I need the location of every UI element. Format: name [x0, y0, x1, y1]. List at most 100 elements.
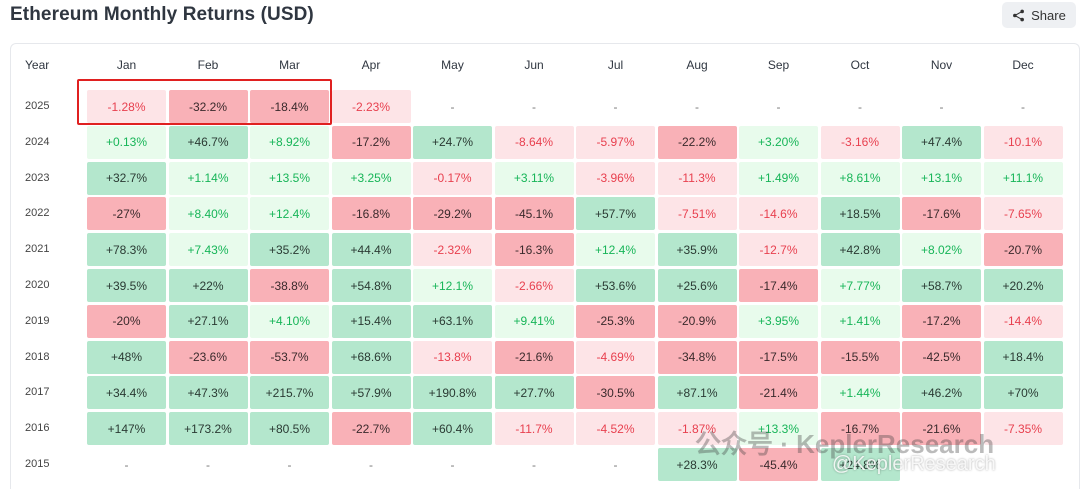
return-cell-2018-jul: -4.69%: [576, 340, 655, 374]
return-cell-2019-oct: +1.41%: [820, 304, 900, 338]
return-cell-2022-jul: +57.7%: [576, 197, 655, 231]
month-header-may: May: [441, 58, 464, 72]
return-cell-2022-may: -29.2%: [413, 197, 492, 231]
return-cell-2016-jul: -4.52%: [576, 412, 655, 446]
return-cell-2016-oct: -16.7%: [820, 412, 900, 446]
return-cell-2017-dec: +70%: [983, 376, 1063, 410]
return-cell-2018-nov: -42.5%: [902, 340, 981, 374]
return-cell-2022-jun: -45.1%: [494, 197, 574, 231]
return-cell-2023-feb: +1.14%: [168, 161, 248, 195]
month-header-oct: Oct: [850, 58, 870, 72]
return-cell-2016-mar: +80.5%: [250, 412, 329, 446]
return-cell-2024-dec: -10.1%: [983, 125, 1063, 159]
return-cell-2015-jul: -: [613, 457, 618, 472]
return-cell-2017-jun: +27.7%: [494, 376, 574, 410]
return-cell-2025-mar: -18.4%: [250, 90, 329, 123]
return-cell-2019-dec: -14.4%: [983, 304, 1063, 338]
return-cell-2023-aug: -11.3%: [657, 161, 737, 195]
month-header-mar: Mar: [279, 58, 300, 72]
year-label-2018: 2018: [25, 350, 50, 363]
return-cell-2022-mar: +12.4%: [250, 197, 329, 231]
return-cell-2024-may: +24.7%: [413, 125, 492, 159]
return-cell-2015-aug: +28.3%: [657, 448, 737, 481]
return-cell-2021-oct: +42.8%: [820, 233, 900, 267]
share-button[interactable]: Share: [1002, 2, 1076, 28]
year-label-2021: 2021: [25, 243, 50, 256]
return-cell-2016-aug: -1.87%: [657, 412, 737, 446]
return-cell-2019-may: +63.1%: [413, 304, 492, 338]
year-label-2019: 2019: [25, 314, 50, 327]
return-cell-2019-jul: -25.3%: [576, 304, 655, 338]
return-cell-2021-jul: +12.4%: [576, 233, 655, 267]
return-cell-2018-aug: -34.8%: [657, 340, 737, 374]
return-cell-2025-feb: -32.2%: [168, 90, 248, 123]
return-cell-2019-mar: +4.10%: [250, 304, 329, 338]
month-header-feb: Feb: [197, 58, 219, 72]
return-cell-2015-jun: -: [532, 457, 536, 472]
return-cell-2025-jan: -1.28%: [87, 90, 166, 123]
month-header-jul: Jul: [607, 58, 624, 72]
return-cell-2021-apr: +44.4%: [331, 233, 411, 267]
return-cell-2017-jan: +34.4%: [87, 376, 166, 410]
return-cell-2023-apr: +3.25%: [331, 161, 411, 195]
return-cell-2023-sep: +1.49%: [739, 161, 818, 195]
year-label-2016: 2016: [25, 422, 50, 435]
return-cell-2020-oct: +7.77%: [820, 269, 900, 302]
year-label-2015: 2015: [25, 458, 50, 470]
return-cell-2025-nov: -: [939, 99, 944, 114]
return-cell-2017-nov: +46.2%: [902, 376, 981, 410]
return-cell-2020-aug: +25.6%: [657, 269, 737, 302]
return-cell-2017-apr: +57.9%: [331, 376, 411, 410]
return-cell-2020-feb: +22%: [168, 269, 248, 302]
month-header-sep: Sep: [767, 58, 790, 72]
return-cell-2023-nov: +13.1%: [902, 161, 981, 195]
return-cell-2015-mar: -: [287, 457, 292, 472]
return-cell-2016-dec: -7.35%: [983, 412, 1063, 446]
return-cell-2015-nov: [902, 448, 981, 481]
return-cell-2025-apr: -2.23%: [331, 90, 411, 123]
year-label-2024: 2024: [25, 135, 50, 148]
share-label: Share: [1031, 7, 1066, 23]
return-cell-2021-dec: -20.7%: [983, 233, 1063, 267]
return-cell-2024-oct: -3.16%: [820, 125, 900, 159]
return-cell-2017-oct: +1.44%: [820, 376, 900, 410]
return-cell-2016-may: +60.4%: [413, 412, 492, 446]
share-icon: [1013, 9, 1025, 21]
return-cell-2016-nov: -21.6%: [902, 412, 981, 446]
return-cell-2022-sep: -14.6%: [739, 197, 818, 231]
month-header-jan: Jan: [116, 58, 137, 72]
year-label-2022: 2022: [25, 207, 50, 220]
return-cell-2017-jul: -30.5%: [576, 376, 655, 410]
return-cell-2021-may: -2.32%: [413, 233, 492, 267]
return-cell-2020-dec: +20.2%: [983, 269, 1063, 302]
return-cell-2020-sep: -17.4%: [739, 269, 818, 302]
return-cell-2018-may: -13.8%: [413, 340, 492, 374]
month-header-aug: Aug: [686, 58, 708, 72]
return-cell-2022-feb: +8.40%: [168, 197, 248, 231]
return-cell-2019-sep: +3.95%: [739, 304, 818, 338]
return-cell-2016-jan: +147%: [87, 412, 166, 446]
month-header-jun: Jun: [524, 58, 544, 72]
year-label-2020: 2020: [25, 279, 50, 291]
return-cell-2016-jun: -11.7%: [494, 412, 574, 446]
year-label-2017: 2017: [25, 386, 50, 399]
return-cell-2020-nov: +58.7%: [902, 269, 981, 302]
return-cell-2017-sep: -21.4%: [739, 376, 818, 410]
return-cell-2024-apr: -17.2%: [331, 125, 411, 159]
return-cell-2025-sep: -: [776, 99, 781, 114]
return-cell-2015-oct: +24.8%: [820, 448, 900, 481]
return-cell-2019-apr: +15.4%: [331, 304, 411, 338]
return-cell-2022-aug: -7.51%: [657, 197, 737, 231]
return-cell-2021-nov: +8.02%: [902, 233, 981, 267]
return-cell-2021-aug: +35.9%: [657, 233, 737, 267]
return-cell-2015-dec: [984, 448, 1063, 481]
return-cell-2023-jun: +3.11%: [494, 161, 574, 195]
return-cell-2023-jan: +32.7%: [87, 161, 166, 195]
return-cell-2021-feb: +7.43%: [168, 233, 248, 267]
return-cell-2015-sep: -45.4%: [739, 448, 818, 481]
return-cell-2024-jun: -8.64%: [494, 125, 574, 159]
return-cell-2015-jan: -: [124, 457, 129, 472]
return-cell-2023-mar: +13.5%: [250, 161, 329, 195]
return-cell-2023-dec: +11.1%: [983, 161, 1063, 195]
return-cell-2023-oct: +8.61%: [820, 161, 900, 195]
